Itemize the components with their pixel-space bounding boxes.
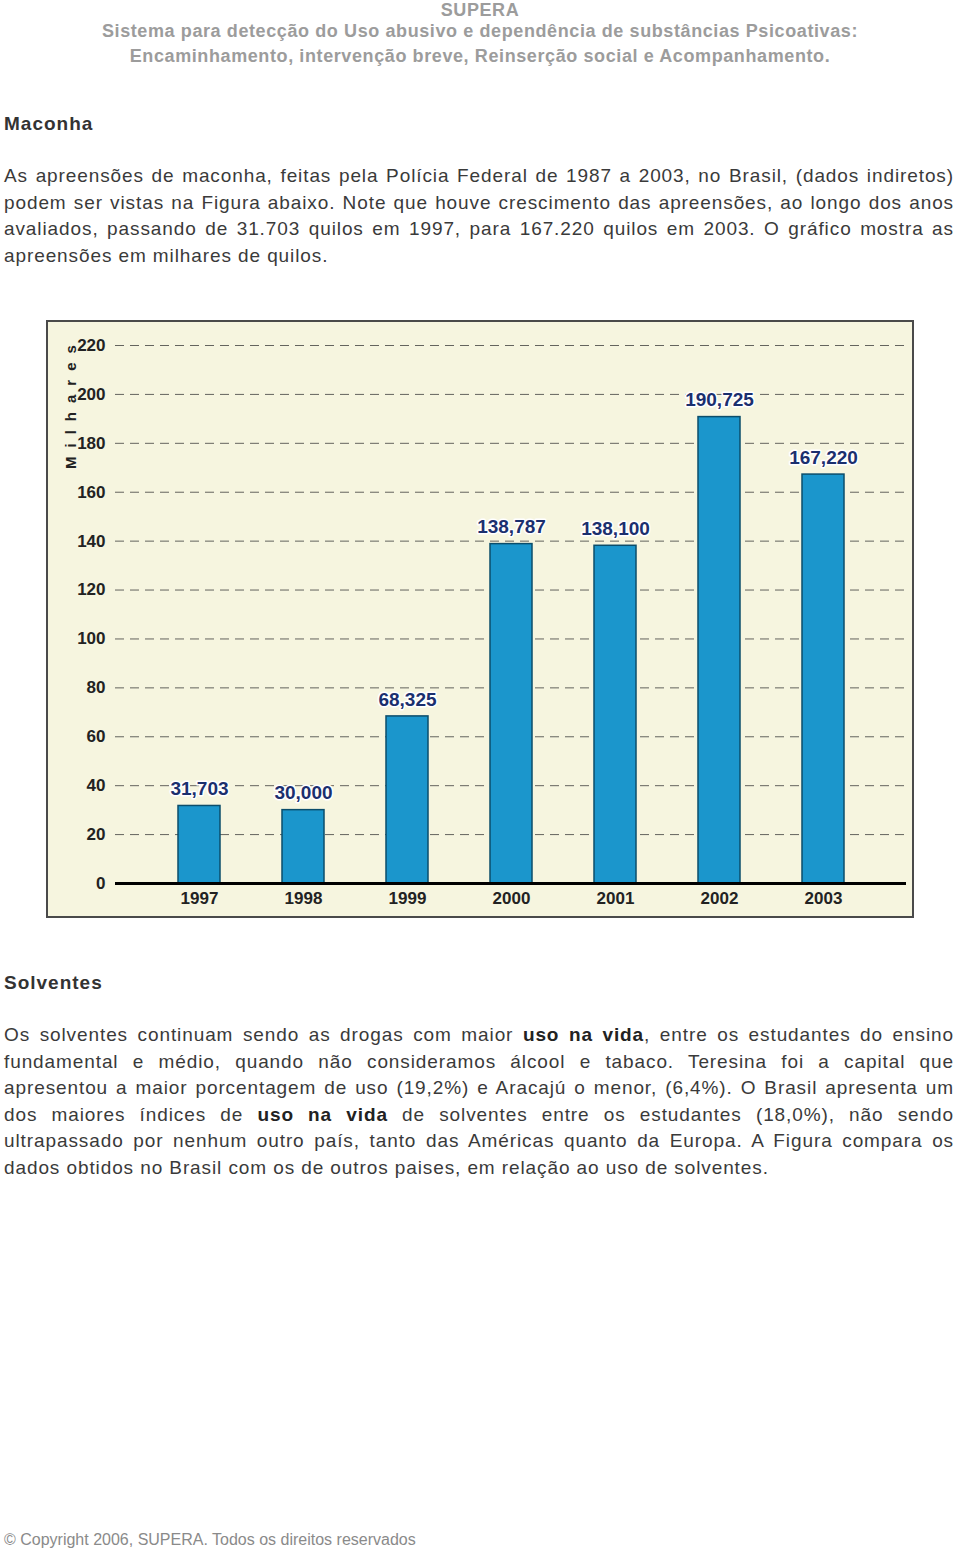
svg-text:68,325: 68,325 (378, 688, 437, 709)
svg-text:1999: 1999 (389, 889, 427, 908)
html-text:As apreensões de maconha, feit: As apreensões de maconha, feitas pela Po… (4, 165, 954, 266)
svg-text:0: 0 (96, 874, 105, 893)
svg-text:100: 100 (77, 629, 105, 648)
svg-text:140: 140 (77, 532, 105, 551)
html-text:Os solventes continuam sendo a: Os solventes continuam sendo as drogas c… (4, 1024, 954, 1178)
svg-text:120: 120 (77, 580, 105, 599)
html-text:Milhares: Milhares (62, 336, 79, 469)
svg-text:31,703: 31,703 (170, 778, 228, 799)
svg-text:30,000: 30,000 (274, 782, 332, 803)
html-text:Encaminhamento, intervenção br: Encaminhamento, intervenção breve, Reins… (129, 46, 831, 66)
html-text:Maconha: Maconha (4, 113, 94, 134)
svg-text:40: 40 (87, 776, 106, 795)
svg-text:138,100: 138,100 (581, 518, 650, 539)
html-text:© Copyright 2006, SUPERA. Todo: © Copyright 2006, SUPERA. Todos os direi… (4, 1531, 416, 1548)
svg-text:160: 160 (77, 483, 105, 502)
html-text:Solventes: Solventes (4, 972, 103, 993)
svg-text:2002: 2002 (701, 889, 739, 908)
html-text:Sistema para detecção do Uso a: Sistema para detecção do Uso abusivo e d… (102, 21, 858, 41)
svg-text:190,725: 190,725 (685, 389, 754, 410)
svg-text:138,787: 138,787 (477, 516, 546, 537)
svg-text:2001: 2001 (597, 889, 635, 908)
svg-text:60: 60 (87, 727, 106, 746)
svg-text:180: 180 (77, 434, 105, 453)
svg-text:1997: 1997 (181, 889, 219, 908)
svg-text:200: 200 (77, 385, 105, 404)
svg-text:20: 20 (87, 825, 106, 844)
svg-text:2003: 2003 (805, 889, 843, 908)
svg-text:167,220: 167,220 (789, 447, 858, 468)
svg-text:80: 80 (87, 678, 106, 697)
html-text:SUPERA: SUPERA (440, 0, 520, 20)
svg-text:1998: 1998 (285, 889, 323, 908)
svg-text:220: 220 (77, 336, 105, 355)
svg-text:2000: 2000 (493, 889, 531, 908)
